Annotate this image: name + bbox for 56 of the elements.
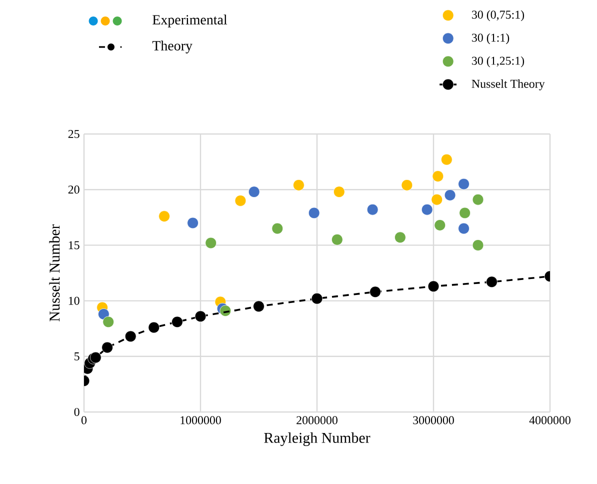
- point: [486, 276, 498, 288]
- point: [434, 220, 446, 231]
- point: [428, 280, 440, 292]
- point: [472, 240, 484, 251]
- point: [472, 194, 484, 206]
- point: [194, 310, 206, 322]
- point: [248, 186, 260, 198]
- point: [205, 237, 217, 249]
- point: [98, 308, 110, 320]
- point: [90, 352, 102, 364]
- point: [187, 217, 198, 229]
- point: [440, 154, 452, 166]
- y-tick-label: 10: [68, 296, 80, 305]
- point: [124, 330, 136, 342]
- point: [234, 195, 246, 206]
- y-tick-label: 0: [74, 408, 80, 416]
- point: [172, 316, 183, 328]
- point: [401, 179, 413, 191]
- point: [148, 322, 160, 334]
- y-axis-title: Nusselt Number: [49, 224, 60, 322]
- point: [272, 222, 284, 234]
- y-tick-label: 15: [68, 241, 80, 250]
- text: Theory: [152, 40, 192, 54]
- point: [253, 300, 264, 312]
- legend-label: 30 (1,25:1): [472, 56, 524, 68]
- x-tick-label: 0: [81, 416, 87, 424]
- legend-label: 30 (1:1): [472, 33, 510, 44]
- point: [444, 189, 456, 201]
- point: [458, 222, 470, 234]
- x-tick-label: 1000000: [180, 416, 221, 424]
- x-tick-label: 4000000: [529, 416, 570, 424]
- point: [158, 210, 170, 222]
- point: [102, 342, 113, 354]
- point: [431, 194, 443, 206]
- x-axis-title: Rayleigh Number: [264, 432, 370, 446]
- point: [293, 179, 304, 191]
- x-tick-label: 3000000: [413, 416, 454, 424]
- x-tick-label: 2000000: [296, 416, 338, 424]
- y-tick-label: 20: [68, 186, 80, 194]
- legend-label: Nusselt Theory: [472, 79, 545, 90]
- point: [394, 232, 406, 244]
- point: [333, 186, 345, 198]
- point: [311, 292, 323, 304]
- point: [366, 204, 378, 216]
- point: [432, 170, 444, 182]
- point: [102, 316, 114, 328]
- legend-label: 30 (0,75:1): [472, 10, 524, 22]
- y-tick-label: 25: [68, 130, 80, 138]
- point: [331, 234, 343, 246]
- y-tick-label: 5: [74, 352, 80, 360]
- text: Experimental: [152, 14, 228, 28]
- point: [370, 286, 381, 298]
- point: [421, 204, 433, 216]
- point: [308, 207, 320, 219]
- point: [458, 178, 470, 190]
- point: [459, 207, 471, 219]
